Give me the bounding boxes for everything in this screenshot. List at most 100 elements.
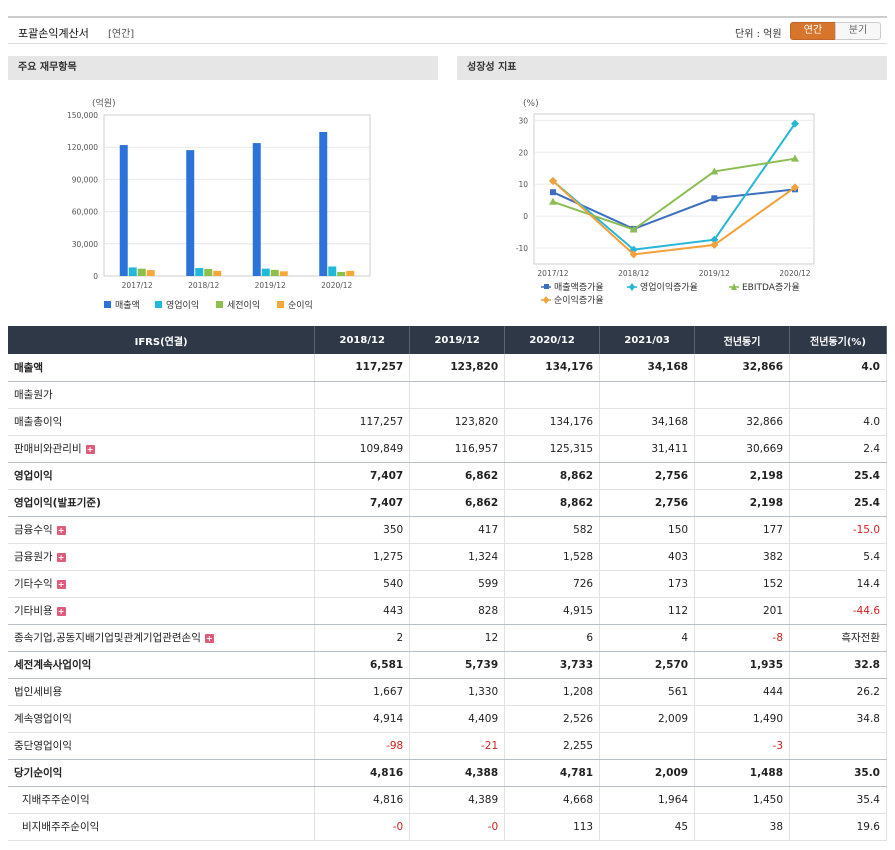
y-tick-label: 30,000 [72, 240, 98, 249]
cell-value: 403 [599, 543, 696, 571]
x-tick-label: 2019/12 [699, 269, 730, 278]
bar [213, 270, 222, 276]
cell-value: 2 [314, 624, 411, 652]
row-label-text: 매출원가 [14, 389, 53, 401]
expand-plus-icon[interactable]: + [56, 525, 66, 535]
row-label-text: 영업이익(발표기준) [14, 497, 101, 509]
header-ifrs: IFRS(연결) [8, 326, 316, 354]
header-col-5[interactable]: 전년동기 [694, 326, 791, 354]
legend-marker [731, 283, 737, 290]
cell-value: 4.0 [789, 408, 887, 436]
cell-value [314, 381, 411, 409]
legend-swatch [155, 301, 162, 308]
y-tick-label: 0 [523, 212, 528, 221]
row-label-text: 세전계속사업이익 [14, 659, 92, 671]
cell-value: 4,409 [409, 705, 506, 733]
cell-value: 32.8 [789, 651, 887, 679]
row-label: 종속기업,공동지배기업및관계기업관련손익 + [8, 624, 316, 652]
cell-value: 4,389 [409, 786, 506, 814]
row-label: 중단영업이익 [8, 732, 316, 760]
cell-value: 561 [599, 678, 696, 706]
cell-value: 흑자전환 [789, 624, 887, 652]
annual-toggle-button[interactable]: 연간 [790, 22, 836, 40]
bar [204, 268, 213, 276]
statement-header: 포괄손익계산서 [연간] 단위 : 억원 연간 분기 [8, 16, 887, 44]
legend-label: 세전이익 [227, 299, 260, 311]
data-point [549, 197, 557, 205]
cell-value: 6 [504, 624, 601, 652]
cell-value: 1,488 [694, 759, 791, 787]
y-tick-label: -10 [516, 244, 528, 253]
quarter-toggle-button[interactable]: 분기 [835, 22, 881, 40]
row-label: 매출액 [8, 354, 316, 382]
data-point [629, 225, 638, 233]
row-label-text: 매출총이익 [14, 416, 63, 428]
cell-value: -21 [409, 732, 506, 760]
cell-value: -0 [314, 813, 411, 841]
cell-value: 38 [694, 813, 791, 841]
data-point [791, 183, 799, 192]
cell-value: 1,324 [409, 543, 506, 571]
data-point [711, 195, 718, 202]
cell-value: 4,388 [409, 759, 506, 787]
cell-value: 2,009 [599, 759, 696, 787]
header-col-3[interactable]: 2020/12 [504, 326, 601, 354]
expand-plus-icon[interactable]: + [56, 579, 66, 589]
table-row: 판매비와관리비 +109,849 116,957 125,315 31,411 30,66… [8, 435, 887, 463]
cell-value: 14.4 [789, 570, 887, 598]
income-statement-table: IFRS(연결) 2018/12 2019/12 2020/12 2021/03 전년동기… [8, 326, 887, 841]
cell-value: 123,820 [409, 408, 506, 436]
cell-value: 125,315 [504, 435, 601, 463]
cell-value: 2,570 [599, 651, 696, 679]
legend-label: 매출액 [115, 299, 140, 311]
data-point [710, 167, 719, 175]
cell-value: 1,935 [694, 651, 791, 679]
row-label-text: 종속기업,공동지배기업및관계기업관련손익 [14, 632, 201, 644]
financial-items-bar-chart: (억원) 0 30,000 60,000 90,000 120,000 150,000 201… [67, 97, 371, 311]
header-col-6[interactable]: 전년동기(%) [789, 326, 887, 354]
cell-value: 134,176 [504, 408, 601, 436]
expand-plus-icon[interactable]: + [204, 633, 214, 643]
cell-value: 25.4 [789, 489, 887, 517]
y-tick-label: 90,000 [72, 175, 98, 184]
expand-plus-icon[interactable]: + [85, 444, 95, 454]
cell-value: -3 [694, 732, 791, 760]
cell-value: 34,168 [599, 354, 696, 382]
row-label-text: 기타비용 [14, 605, 53, 617]
cell-value: 2,756 [599, 489, 696, 517]
cell-value: 152 [694, 570, 791, 598]
legend-swatch [277, 301, 284, 308]
bar [128, 267, 137, 276]
header-col-2[interactable]: 2019/12 [409, 326, 506, 354]
legend-label: 순이익 [288, 299, 313, 311]
cell-value [599, 732, 696, 760]
cell-value: 113 [504, 813, 601, 841]
cell-value: 2,009 [599, 705, 696, 733]
growth-indicators-panel-title: 성장성 지표 [457, 56, 887, 80]
cell-value: 2,255 [504, 732, 601, 760]
series-line [552, 188, 796, 230]
row-label: 지배주주순이익 [8, 786, 316, 814]
data-point [550, 189, 556, 196]
row-label-text: 법인세비용 [14, 686, 63, 698]
table-row: 매출액 117,257 123,820 134,176 34,168 32,866 4.0 [8, 354, 887, 382]
row-label: 매출총이익 [8, 408, 316, 436]
header-col-1[interactable]: 2018/12 [314, 326, 411, 354]
expand-plus-icon[interactable]: + [56, 606, 66, 616]
cell-value: 8,862 [504, 489, 601, 517]
row-label: 금융수익 + [8, 516, 316, 544]
cell-value: 117,257 [314, 408, 411, 436]
bar [146, 270, 155, 276]
cell-value: 7,407 [314, 489, 411, 517]
expand-plus-icon[interactable]: + [56, 552, 66, 562]
cell-value: 112 [599, 597, 696, 625]
cell-value: 1,275 [314, 543, 411, 571]
bar [279, 271, 288, 276]
y-unit-label: (억원) [92, 97, 116, 109]
row-label: 법인세비용 [8, 678, 316, 706]
cell-value: 4,668 [504, 786, 601, 814]
header-col-4[interactable]: 2021/03 [599, 326, 696, 354]
cell-value: 7,407 [314, 462, 411, 490]
cell-value: 150 [599, 516, 696, 544]
bar [186, 150, 195, 276]
